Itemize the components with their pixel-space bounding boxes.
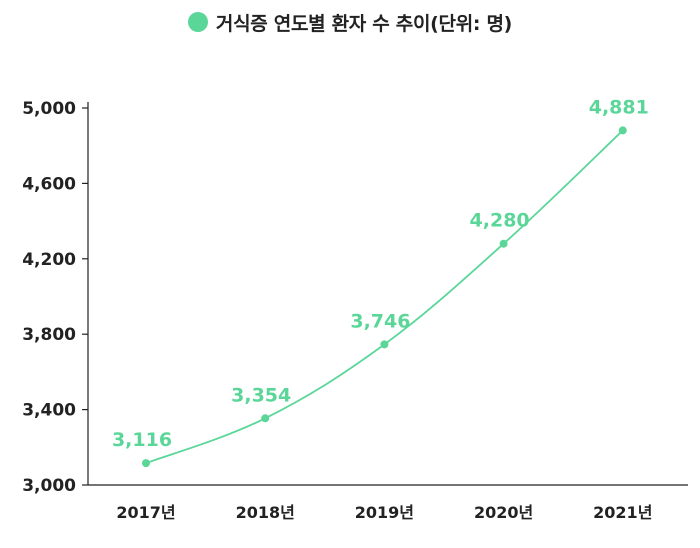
y-tick-label: 4,600: [22, 174, 76, 194]
legend-marker-icon: [187, 12, 208, 32]
data-label: 4,280: [470, 210, 530, 232]
x-tick-label: 2021년: [593, 503, 652, 522]
series-line: [145, 129, 624, 464]
x-tick-label: 2018년: [236, 503, 295, 522]
data-point: [499, 239, 508, 248]
data-point: [261, 414, 270, 423]
x-tick-label: 2017년: [116, 503, 175, 522]
y-tick-label: 3,800: [22, 325, 76, 345]
y-tick-label: 4,200: [22, 250, 76, 270]
data-point: [380, 340, 389, 349]
y-tick-label: 3,000: [22, 476, 76, 496]
x-tick-label: 2019년: [355, 503, 414, 522]
data-label: 3,354: [231, 384, 291, 406]
data-point: [142, 459, 150, 468]
y-tick-label: 5,000: [22, 99, 76, 119]
chart-legend: 거식증 연도별 환자 수 추이(단위: 명): [0, 4, 700, 40]
legend-label: 거식증 연도별 환자 수 추이(단위: 명): [215, 12, 513, 35]
x-tick-label: 2020년: [474, 503, 533, 522]
data-label: 4,881: [589, 96, 649, 118]
data-point: [618, 126, 627, 135]
y-tick-label: 3,400: [22, 401, 76, 421]
data-label: 3,746: [350, 310, 410, 332]
data-label: 3,116: [112, 429, 172, 451]
